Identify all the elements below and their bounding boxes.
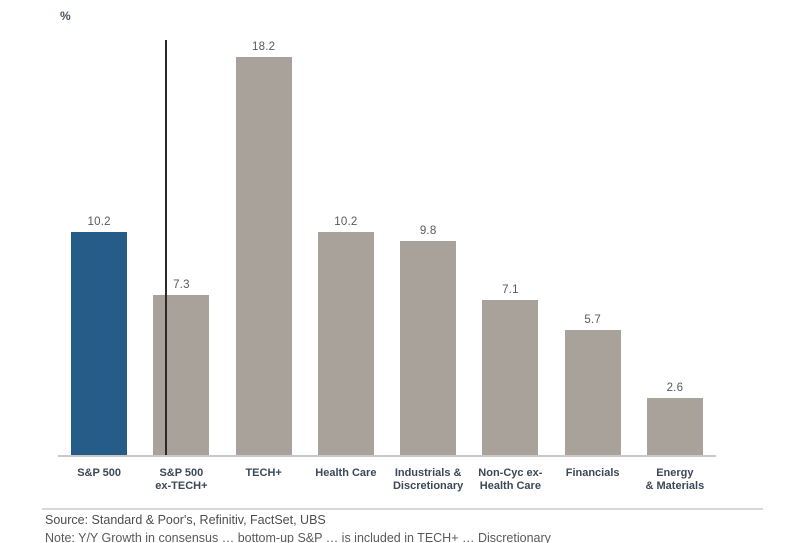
- bar-group-4: 10.2: [305, 0, 387, 455]
- bar: [400, 241, 457, 455]
- y-axis-unit-label: %: [60, 9, 71, 23]
- x-axis-label: Non-Cyc ex- Health Care: [478, 467, 543, 492]
- bar: [564, 330, 621, 455]
- bar-group-6: 7.1: [469, 0, 551, 455]
- bar-group-3: 18.2: [223, 0, 305, 455]
- bar-value-label: 7.1: [502, 284, 519, 296]
- x-axis-label: Financials: [565, 467, 620, 479]
- x-axis-label: Industrials & Discretionary: [392, 467, 464, 492]
- bar-group-5: 9.8: [387, 0, 469, 455]
- bar: [71, 232, 128, 455]
- bar: [235, 57, 292, 455]
- bar-value-label: 5.7: [584, 314, 601, 326]
- bar-group-1: 10.2: [58, 0, 140, 455]
- x-axis-label: S&P 500 ex-TECH+: [155, 467, 208, 492]
- x-axis-label: Health Care: [315, 467, 377, 479]
- bar: [482, 300, 539, 455]
- x-axis-label: TECH+: [245, 467, 282, 479]
- bar: [153, 295, 210, 455]
- plot-area: 10.2 7.3 18.2 10.2 9.8 7.1 5.7 2.6: [58, 0, 716, 457]
- bar-group-8: 2.6: [634, 0, 716, 455]
- segment-separator-line: [165, 40, 167, 455]
- bar-group-7: 5.7: [552, 0, 634, 455]
- bar-value-label: 10.2: [334, 216, 358, 228]
- bar: [317, 232, 374, 455]
- note-text-clipped: Note: Y/Y Growth in consensus … bottom-u…: [45, 531, 551, 543]
- bar-value-label: 10.2: [87, 216, 111, 228]
- bar: [646, 398, 703, 455]
- source-text: Source: Standard & Poor's, Refinitiv, Fa…: [45, 513, 326, 527]
- bar-value-label: 18.2: [252, 41, 276, 53]
- bar-value-label: 2.6: [666, 382, 684, 394]
- x-axis-labels: S&P 500 S&P 500 ex-TECH+ TECH+ Health Care I…: [58, 457, 716, 493]
- x-axis-label: S&P 500: [77, 467, 122, 479]
- bar-group-2: 7.3: [140, 0, 222, 455]
- footer-divider: [42, 508, 763, 510]
- x-axis-label: Energy & Materials: [645, 467, 705, 492]
- bar-value-label: 7.3: [173, 279, 190, 291]
- bar-value-label: 9.8: [419, 225, 437, 237]
